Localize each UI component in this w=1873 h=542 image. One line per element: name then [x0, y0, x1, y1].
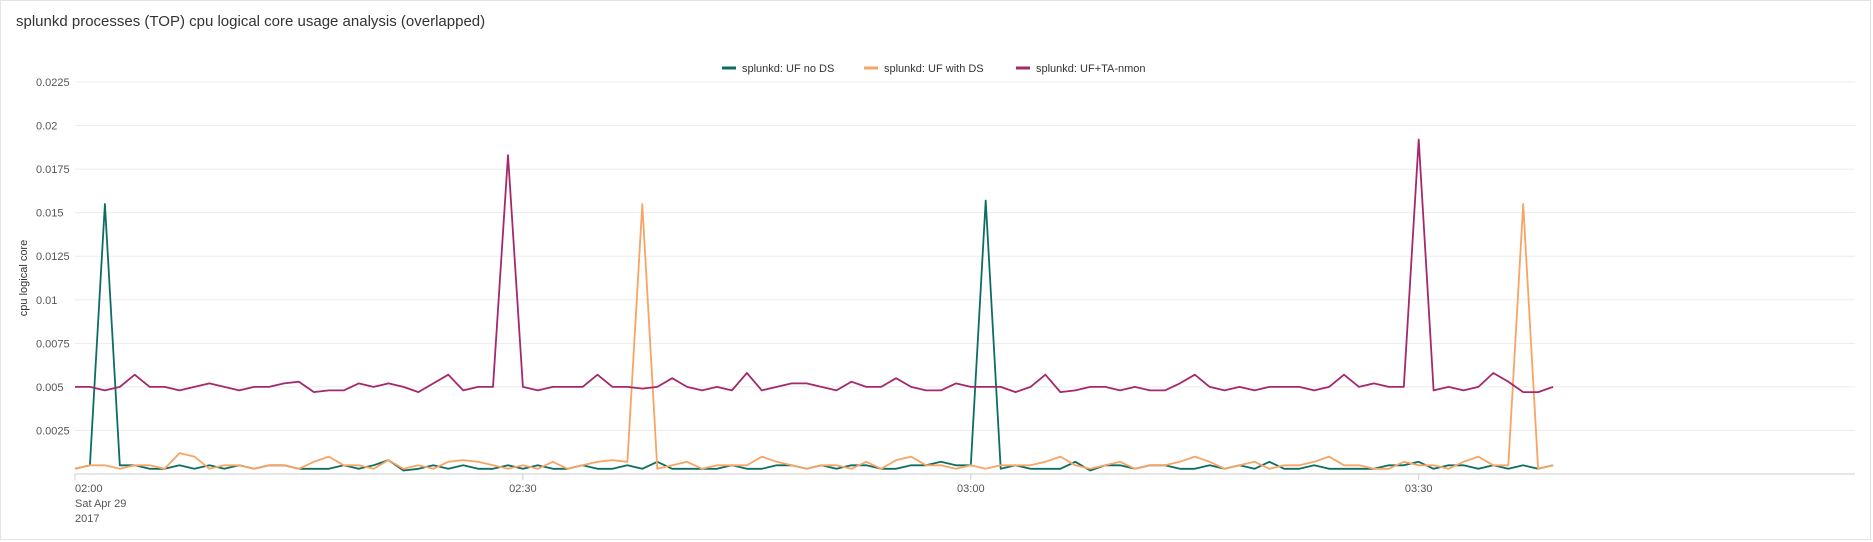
y-tick-label: 0.0225	[36, 77, 70, 89]
x-tick-label: 02:30	[509, 483, 537, 495]
legend-label: splunkd: UF+TA-nmon	[1036, 63, 1146, 75]
axes: 0.0025 0.005 0.0075 0.01 0.0125 0.015 0.0175 0.…	[36, 77, 1855, 525]
y-tick-label: 0.0125	[36, 251, 70, 263]
y-tick-label: 0.01	[36, 295, 57, 307]
y-tick-label: 0.0175	[36, 164, 70, 176]
y-tick-label: 0.0025	[36, 425, 70, 437]
series-line-3[interactable]	[75, 138, 1554, 394]
gridlines	[75, 81, 1855, 431]
legend-label: splunkd: UF no DS	[742, 63, 834, 75]
x-tick-label: 02:00 Sat Apr 29 2017	[75, 483, 126, 525]
y-tick-label: 0.005	[36, 382, 64, 394]
y-tick-label: 0.015	[36, 208, 64, 220]
x-tick-label: 03:00	[957, 483, 985, 495]
series-line-2[interactable]	[74, 203, 1554, 470]
y-tick-label: 0.02	[36, 121, 57, 133]
legend[interactable]: splunkd: UF no DS splunkd: UF with DS splu…	[722, 63, 1146, 75]
panel-title: splunkd processes (TOP) cpu logical core…	[16, 13, 486, 30]
legend-item[interactable]: splunkd: UF no DS	[722, 63, 834, 75]
legend-item[interactable]: splunkd: UF+TA-nmon	[1016, 63, 1146, 75]
y-axis-title: cpu logical core	[18, 240, 30, 316]
y-tick-label: 0.0075	[36, 338, 70, 350]
x-tick-label: 03:30	[1405, 483, 1433, 495]
legend-label: splunkd: UF with DS	[884, 63, 984, 75]
series-lines	[74, 138, 1554, 472]
legend-item[interactable]: splunkd: UF with DS	[864, 63, 984, 75]
